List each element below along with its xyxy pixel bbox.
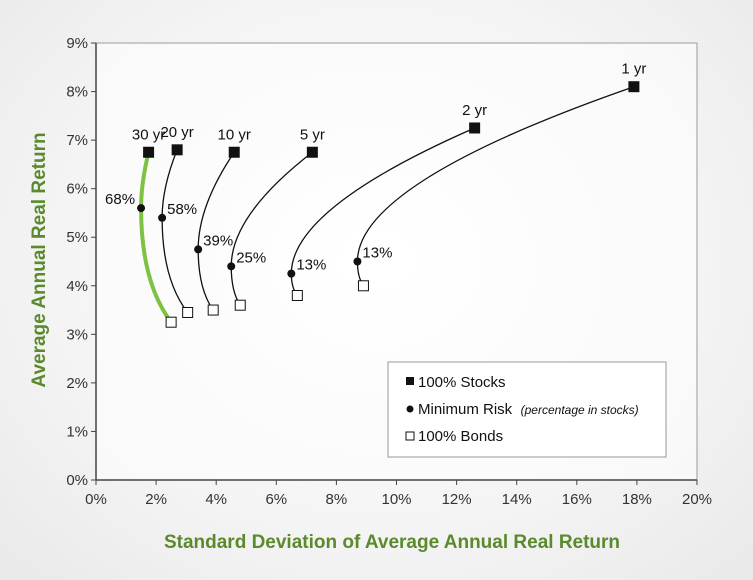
x-tick-label: 14% bbox=[502, 491, 532, 508]
y-tick-label: 0% bbox=[66, 472, 88, 489]
x-tick-label: 8% bbox=[326, 491, 348, 508]
labels-layer: 1 yr 13% 2 yr 13% 5 yr 25% 10 yr 39% 20 yr 58% 30 … bbox=[105, 61, 646, 274]
legend-bonds-marker bbox=[405, 431, 415, 441]
frontier-curve bbox=[356, 86, 635, 287]
min-risk-marker bbox=[158, 213, 167, 222]
legend-minrisk-label: Minimum Risk bbox=[418, 401, 513, 418]
y-tick-label: 6% bbox=[66, 181, 88, 198]
min-risk-label: 13% bbox=[362, 245, 392, 262]
legend: 100% Stocks Minimum Risk (percentage in … bbox=[387, 361, 667, 458]
y-tick-label: 2% bbox=[66, 375, 88, 392]
min-risk-marker bbox=[137, 204, 146, 213]
horizon-label: 5 yr bbox=[300, 126, 325, 143]
legend-bonds-label: 100% Bonds bbox=[418, 428, 503, 445]
legend-stocks-marker bbox=[406, 377, 414, 385]
min-risk-marker bbox=[353, 257, 362, 266]
min-risk-marker bbox=[287, 269, 296, 278]
y-tick-label: 8% bbox=[66, 84, 88, 101]
min-risk-label: 25% bbox=[236, 249, 266, 266]
horizon-label: 1 yr bbox=[621, 61, 646, 78]
min-risk-marker bbox=[227, 262, 236, 271]
min-risk-label: 13% bbox=[296, 257, 326, 274]
legend-minrisk-text: Minimum Risk (percentage in stocks) bbox=[418, 401, 639, 418]
stocks-marker bbox=[171, 144, 183, 156]
x-tick-label: 0% bbox=[85, 491, 107, 508]
bonds-marker bbox=[291, 289, 303, 301]
x-tick-label: 2% bbox=[145, 491, 167, 508]
stocks-marker bbox=[228, 146, 240, 158]
x-tick-label: 4% bbox=[205, 491, 227, 508]
frontier-curve bbox=[230, 151, 313, 306]
x-tick-label: 20% bbox=[682, 491, 712, 508]
x-tick-label: 10% bbox=[381, 491, 411, 508]
legend-minrisk-note: (percentage in stocks) bbox=[521, 403, 639, 417]
y-tick-label: 9% bbox=[66, 35, 88, 52]
stocks-marker bbox=[628, 81, 640, 93]
min-risk-label: 39% bbox=[203, 232, 233, 249]
y-tick-label: 4% bbox=[66, 278, 88, 295]
min-risk-label: 68% bbox=[105, 191, 135, 208]
min-risk-label: 58% bbox=[167, 201, 197, 218]
x-tick-label: 18% bbox=[622, 491, 652, 508]
stocks-marker bbox=[306, 146, 318, 158]
x-tick-label: 6% bbox=[265, 491, 287, 508]
markers-layer bbox=[137, 81, 640, 328]
y-tick-label: 3% bbox=[66, 326, 88, 343]
curves-layer bbox=[139, 86, 635, 324]
horizon-label: 20 yr bbox=[160, 124, 193, 141]
stocks-marker bbox=[143, 146, 155, 158]
min-risk-marker bbox=[194, 245, 203, 254]
legend-minrisk-marker bbox=[406, 405, 414, 413]
y-tick-label: 5% bbox=[66, 229, 88, 246]
frontier-curve bbox=[290, 127, 475, 296]
bonds-marker bbox=[234, 299, 246, 311]
bonds-marker bbox=[357, 280, 369, 292]
x-tick-label: 16% bbox=[562, 491, 592, 508]
horizon-label: 30 yr bbox=[132, 126, 165, 143]
stocks-marker bbox=[469, 122, 481, 134]
y-axis-title: Average Annual Real Return bbox=[29, 132, 50, 387]
horizon-label: 10 yr bbox=[218, 126, 251, 143]
bonds-marker bbox=[182, 306, 194, 318]
x-axis-title: Standard Deviation of Average Annual Rea… bbox=[164, 532, 620, 553]
frontier-curve bbox=[139, 151, 173, 324]
legend-stocks-label: 100% Stocks bbox=[418, 374, 506, 391]
y-tick-label: 7% bbox=[66, 132, 88, 149]
bonds-marker bbox=[207, 304, 219, 316]
y-tick-label: 1% bbox=[66, 423, 88, 440]
x-tick-label: 12% bbox=[442, 491, 472, 508]
bonds-marker bbox=[165, 316, 177, 328]
horizon-label: 2 yr bbox=[462, 102, 487, 119]
legend-box bbox=[387, 361, 667, 458]
